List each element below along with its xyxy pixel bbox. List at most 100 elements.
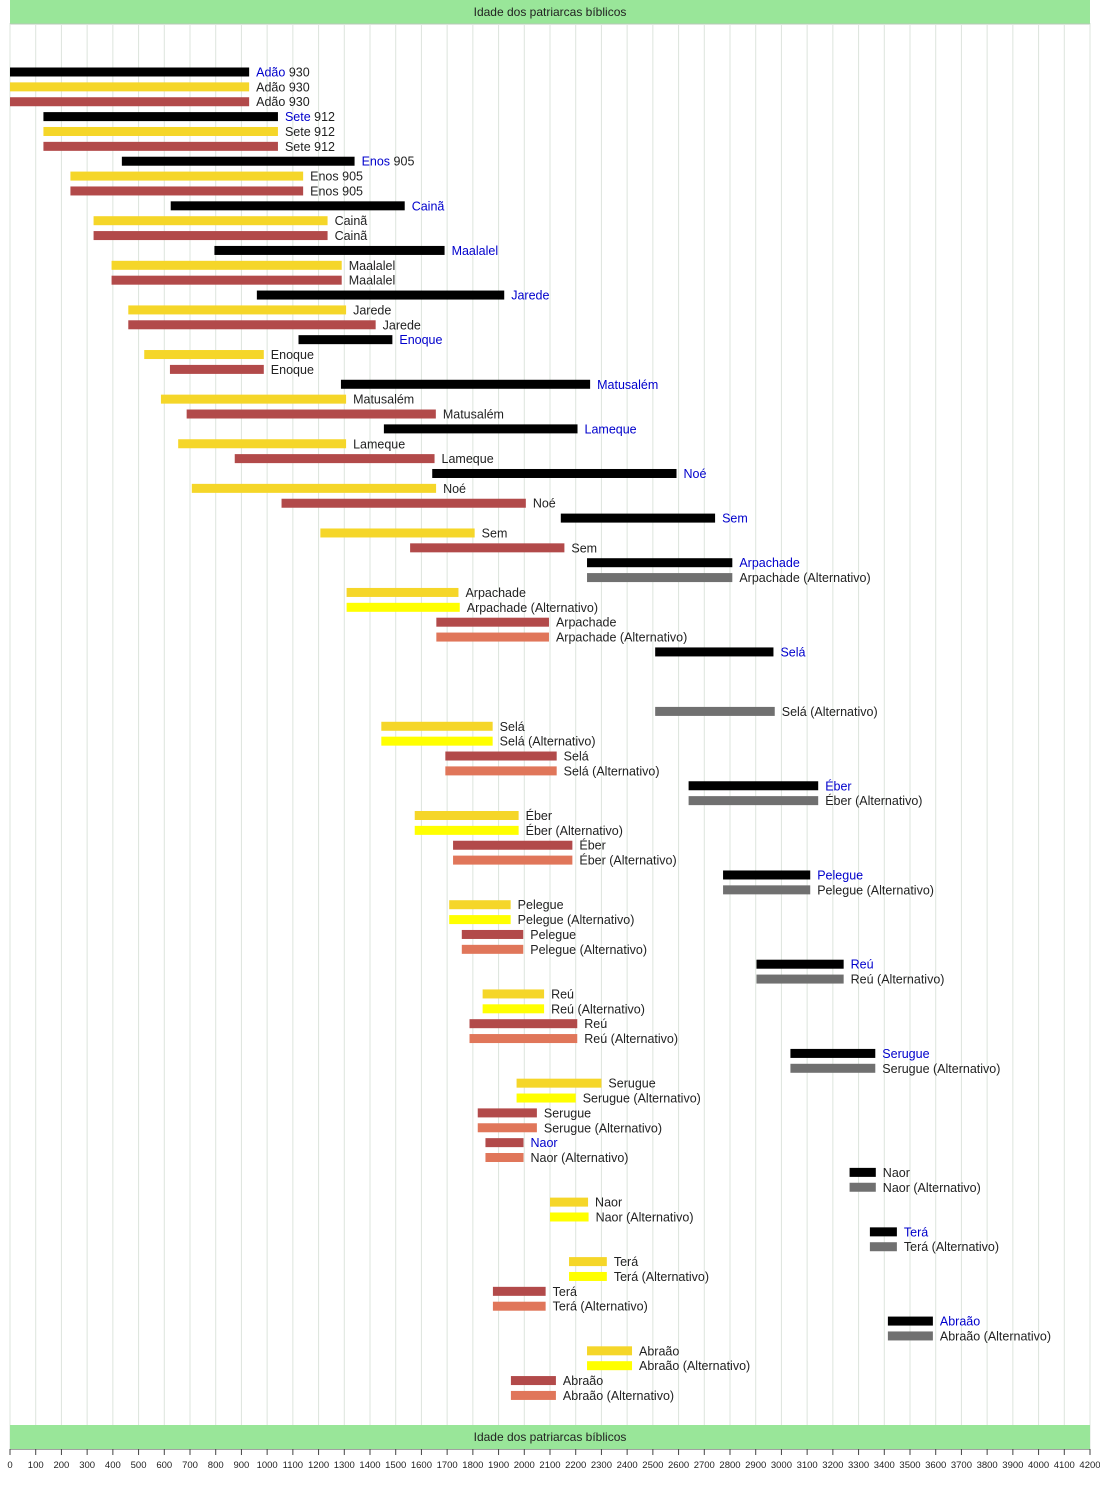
bar-yellow (516, 1078, 602, 1088)
bar-label: Adão 930 (256, 66, 310, 80)
x-tick-label: 4100 (1054, 1460, 1075, 1471)
bar-gray (790, 1063, 876, 1073)
bar-label: Naor (Alternativo) (531, 1151, 629, 1165)
bar-black (688, 781, 819, 791)
bar-label: Lameque (585, 422, 637, 436)
bar-label-age: 930 (285, 80, 309, 94)
bar-bright_yellow (550, 1212, 589, 1222)
bar-label: Naor (883, 1166, 910, 1180)
bar-label-name: Arpachade (739, 556, 800, 570)
bar-yellow (346, 587, 459, 597)
x-tick-label: 2100 (539, 1460, 560, 1471)
bar-label-name: Sete (285, 140, 311, 154)
x-tick-label: 600 (156, 1460, 172, 1471)
bar-label-name: Naor (883, 1166, 910, 1180)
bar-label: Serugue (Alternativo) (544, 1121, 662, 1135)
bar-label: Lameque (353, 437, 405, 451)
bar-label-name: Cainã (412, 199, 445, 213)
bar-gray (869, 1242, 897, 1252)
bar-label: Maalalel (452, 244, 499, 258)
bar-label-name: Naor (Alternativo) (596, 1210, 694, 1224)
bar-label-name: Adão (256, 80, 285, 94)
bar-label: Éber (579, 838, 605, 853)
bar-label: Terá (Alternativo) (904, 1240, 999, 1254)
bar-red (93, 231, 328, 241)
bar-label: Reú (851, 958, 874, 972)
bar-red (186, 409, 436, 419)
bar-label: Serugue (Alternativo) (583, 1092, 701, 1106)
bar-label: Pelegue (Alternativo) (518, 913, 635, 927)
bar-label: Terá (Alternativo) (553, 1300, 648, 1314)
bar-label-name: Pelegue (518, 898, 564, 912)
x-tick-label: 1700 (437, 1460, 458, 1471)
bar-yellow (144, 350, 264, 360)
bar-label-name: Terá (614, 1255, 638, 1269)
bar-label-name: Terá (904, 1225, 928, 1239)
bar-yellow (550, 1197, 589, 1207)
x-tick-label: 1800 (462, 1460, 483, 1471)
bar-label-name: Sete (285, 110, 311, 124)
bar-label-name: Abraão (563, 1374, 603, 1388)
bar-red (485, 1138, 524, 1148)
bar-label: Cainã (335, 214, 368, 228)
bar-label: Naor (531, 1136, 558, 1150)
x-tick-label: 2300 (591, 1460, 612, 1471)
bar-black (869, 1227, 897, 1237)
bar-black (43, 112, 278, 122)
bar-label-name: Reú (551, 987, 574, 1001)
chart-title-banner: Idade dos patriarcas bíblicos (10, 0, 1090, 24)
bar-label-name: Éber (825, 778, 851, 793)
bar-label-name: Éber (579, 838, 605, 853)
bar-label-name: Enos (362, 155, 391, 169)
bar-label-name: Abraão (940, 1315, 980, 1329)
bar-label-name: Abraão (Alternativo) (940, 1329, 1051, 1343)
bar-yellow (482, 989, 545, 999)
bar-label-name: Reú (584, 1017, 607, 1031)
bar-label-name: Terá (Alternativo) (904, 1240, 999, 1254)
bar-label: Adão 930 (256, 95, 310, 109)
bar-group (10, 67, 933, 1400)
bar-label-name: Lameque (585, 422, 637, 436)
bar-label: Jarede (383, 318, 421, 332)
bar-red (477, 1108, 537, 1118)
x-tick-label: 2600 (668, 1460, 689, 1471)
bar-label: Reú (Alternativo) (584, 1032, 678, 1046)
bar-label-name: Reú (Alternativo) (851, 973, 945, 987)
bar-label-name: Pelegue (817, 868, 863, 882)
bar-label-name: Pelegue (Alternativo) (530, 943, 647, 957)
bar-black (170, 201, 405, 211)
bar-red (111, 275, 342, 285)
bar-salmon (485, 1153, 524, 1163)
bar-bright_yellow (482, 1004, 545, 1014)
bar-red (281, 498, 526, 508)
bar-label: Éber (526, 808, 552, 823)
bar-label-name: Sete (285, 125, 311, 139)
bar-label-name: Serugue (544, 1106, 591, 1120)
bar-label-name: Enoque (271, 348, 314, 362)
x-tick-label: 3400 (874, 1460, 895, 1471)
bar-label: Lameque (442, 452, 494, 466)
x-tick-label: 100 (28, 1460, 44, 1471)
bar-label-name: Abraão (Alternativo) (563, 1389, 674, 1403)
bar-label: Terá (614, 1255, 638, 1269)
bar-label: Reú (Alternativo) (851, 973, 945, 987)
x-tick-label: 4000 (1028, 1460, 1049, 1471)
x-tick-label: 200 (53, 1460, 69, 1471)
bar-label: Reú (Alternativo) (551, 1002, 645, 1016)
x-tick-label: 1400 (359, 1460, 380, 1471)
bar-yellow (128, 305, 347, 315)
bar-bright_yellow (381, 736, 493, 746)
bar-label: Abraão (639, 1344, 679, 1358)
bar-gray (756, 974, 844, 984)
bar-red (70, 186, 304, 196)
bar-black (655, 647, 774, 657)
bar-label-name: Selá (780, 645, 805, 659)
x-tick-label: 3300 (848, 1460, 869, 1471)
bar-black (756, 959, 844, 969)
bar-label-age: 930 (285, 95, 309, 109)
bar-label: Sem (482, 526, 508, 540)
bar-yellow (160, 394, 347, 404)
bar-black (887, 1316, 933, 1326)
bar-bright_yellow (449, 915, 511, 925)
